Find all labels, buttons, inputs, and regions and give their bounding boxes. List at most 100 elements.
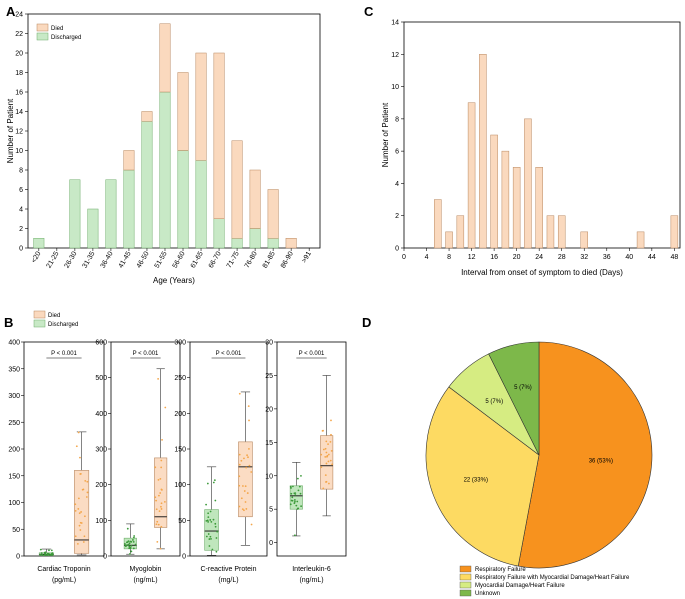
bar-interval-14	[479, 54, 487, 249]
data-point-died	[80, 511, 82, 513]
y-tick-label: 10	[391, 84, 399, 91]
data-point-died	[164, 406, 167, 409]
data-point-discharged	[293, 534, 296, 537]
legend-label-discharged: Discharged	[48, 322, 78, 328]
panel-b-boxplots: B DiedDischarged050100150200250300350400P…	[4, 310, 347, 584]
data-point-died	[80, 522, 83, 524]
pie-slice-label-1: 22 (33%)	[464, 477, 488, 483]
data-point-discharged	[205, 503, 207, 506]
data-point-died	[154, 466, 157, 469]
bar-died-71-75	[231, 140, 243, 239]
data-point-discharged	[47, 552, 50, 555]
legend-swatch-discharged	[36, 32, 49, 41]
data-point-discharged	[207, 516, 210, 519]
legend-swatch-0	[459, 565, 472, 573]
data-point-died	[238, 453, 241, 456]
data-point-discharged	[129, 547, 132, 550]
y-tick-label: 4	[395, 181, 399, 188]
data-point-died	[78, 524, 81, 527]
data-point-discharged	[293, 499, 296, 501]
pie-slice-0	[517, 341, 653, 569]
y-tick-label: 350	[8, 366, 20, 373]
data-point-died	[157, 377, 160, 380]
box-died	[238, 441, 253, 518]
bar-interval-48	[670, 215, 679, 249]
data-point-discharged	[128, 542, 131, 545]
bar-interval-26	[546, 215, 555, 249]
data-point-died	[84, 479, 87, 482]
data-point-died	[82, 541, 85, 543]
bar-discharged-51-55	[159, 91, 171, 249]
y-tick-label: 150	[174, 447, 186, 454]
data-point-died	[155, 523, 158, 526]
data-point-died	[77, 497, 80, 500]
data-point-discharged	[207, 521, 210, 523]
x-axis-label-2: C-reactive Protein	[200, 566, 256, 573]
bar-died-46-50	[141, 111, 153, 122]
data-point-died	[79, 456, 81, 459]
data-point-died	[238, 392, 241, 395]
panel-a-label: A	[6, 4, 16, 19]
x-tick-label: 24	[535, 254, 543, 261]
data-point-discharged	[296, 477, 299, 480]
data-point-died	[248, 448, 250, 450]
data-point-discharged	[134, 543, 137, 546]
data-point-discharged	[50, 549, 53, 552]
data-point-died	[160, 525, 163, 528]
x-tick-label: 4	[425, 254, 429, 261]
x-axis-label: Age (Years)	[153, 276, 195, 285]
data-point-died	[322, 487, 325, 490]
data-point-died	[331, 463, 333, 466]
data-point-died	[238, 463, 241, 466]
data-point-discharged	[207, 533, 210, 535]
data-point-discharged	[51, 552, 54, 554]
y-tick-label: 4	[19, 207, 23, 214]
data-point-discharged	[48, 554, 51, 557]
data-point-died	[245, 508, 248, 510]
x-tick-label-51-55: 51-55	[154, 250, 169, 269]
data-point-discharged	[130, 550, 133, 553]
x-tick-label: 12	[468, 254, 476, 261]
y-tick-label: 250	[8, 420, 20, 427]
data-point-discharged	[289, 503, 292, 506]
y-tick-label: 50	[12, 527, 20, 534]
panel-d-pie: D 36 (53%) 22 (33%) 5 (7%) 5 (7%) Respiratory…	[362, 315, 653, 597]
data-point-discharged	[209, 535, 212, 538]
data-point-died	[244, 485, 247, 488]
data-point-died	[158, 494, 160, 497]
panel-b-label: B	[4, 315, 13, 330]
data-point-died	[240, 497, 243, 500]
y-tick-label: 200	[95, 482, 107, 489]
data-point-discharged	[294, 492, 297, 495]
data-point-discharged	[39, 548, 42, 551]
data-point-died	[74, 509, 77, 512]
data-point-died	[157, 478, 160, 481]
bar-interval-32	[580, 231, 588, 249]
legend-label-discharged: Discharged	[51, 35, 81, 41]
x-tick-label-71-75: 71-75	[226, 250, 241, 269]
data-point-died	[320, 466, 323, 469]
legend-label-2: Myocardial Damage/Heart Failure	[475, 583, 565, 589]
data-point-discharged	[208, 538, 211, 540]
y-tick-label: 100	[8, 500, 20, 507]
data-point-discharged	[132, 540, 135, 543]
data-point-died	[242, 485, 244, 487]
y-tick-label: 100	[95, 518, 107, 525]
y-tick-label: 0	[16, 554, 20, 561]
legend-swatch-3	[459, 589, 472, 597]
pie-slice-label-0: 36 (53%)	[589, 459, 613, 465]
data-point-discharged	[216, 530, 219, 533]
data-point-died	[327, 443, 329, 446]
y-tick-label: 300	[95, 447, 107, 454]
data-point-discharged	[129, 553, 131, 555]
data-point-discharged	[205, 519, 208, 522]
data-point-died	[156, 540, 159, 543]
data-point-died	[160, 508, 163, 510]
y-tick-label: 0	[103, 554, 107, 561]
bar-died-76-80	[249, 169, 261, 229]
p-value-annotation: P < 0.001	[51, 351, 77, 357]
panel-d-label: D	[362, 315, 371, 330]
data-point-died	[247, 405, 250, 408]
bar-discharged-61-65	[195, 160, 207, 249]
